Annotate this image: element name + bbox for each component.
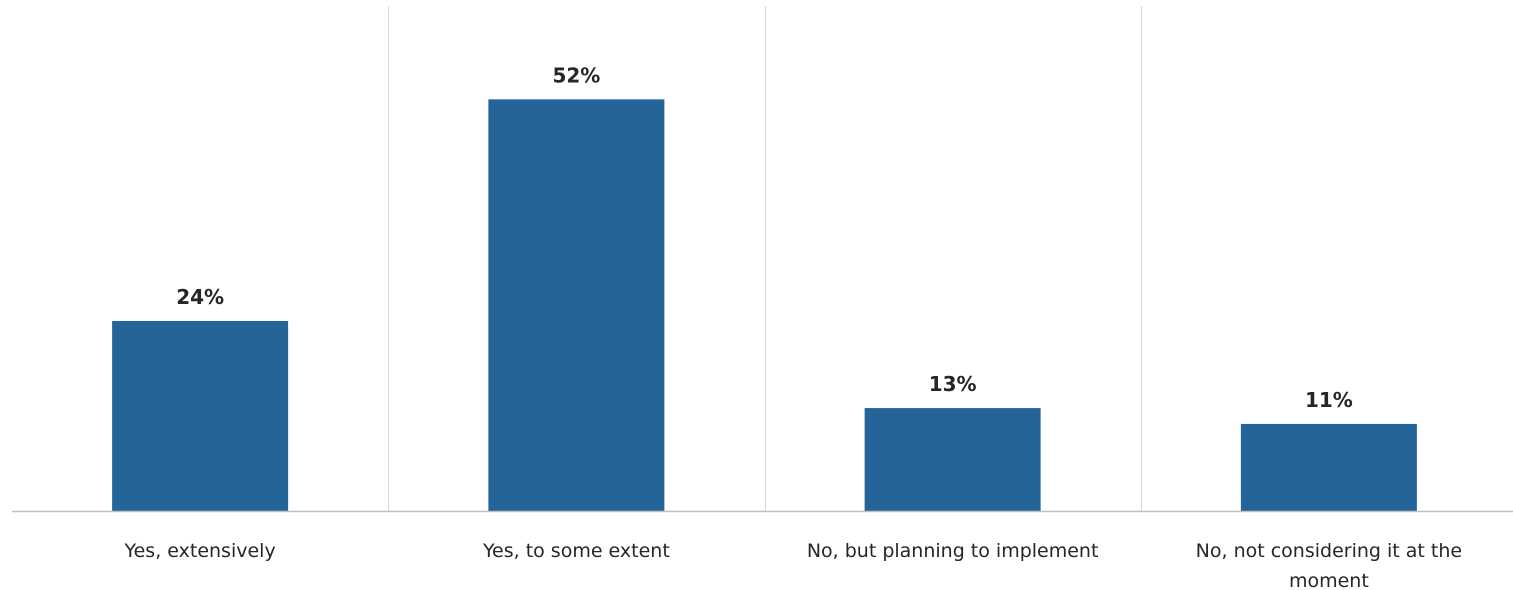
bar-data-label: 24%	[176, 285, 224, 309]
category-tick-label: Yes, extensively	[124, 540, 276, 562]
category-tick-label: moment	[1289, 570, 1369, 590]
bar[interactable]	[488, 99, 665, 511]
category-tick-label: No, not considering it at the	[1196, 540, 1462, 562]
bar[interactable]	[1240, 423, 1417, 511]
bar[interactable]	[112, 321, 289, 511]
grid-layer	[388, 6, 1142, 511]
bar[interactable]	[864, 408, 1041, 511]
bar-data-label: 52%	[552, 63, 600, 87]
category-labels-layer: Yes, extensively Yes, to some extent No, b…	[124, 540, 1463, 590]
category-tick-label: Yes, to some extent	[482, 540, 670, 562]
bar-data-label: 11%	[1305, 388, 1353, 412]
category-tick-label: No, but planning to implement	[807, 540, 1099, 562]
bar-data-label: 13%	[929, 372, 977, 396]
data-labels-layer: 24% 52% 13% 11%	[176, 63, 1353, 412]
bars-layer	[112, 99, 1417, 511]
